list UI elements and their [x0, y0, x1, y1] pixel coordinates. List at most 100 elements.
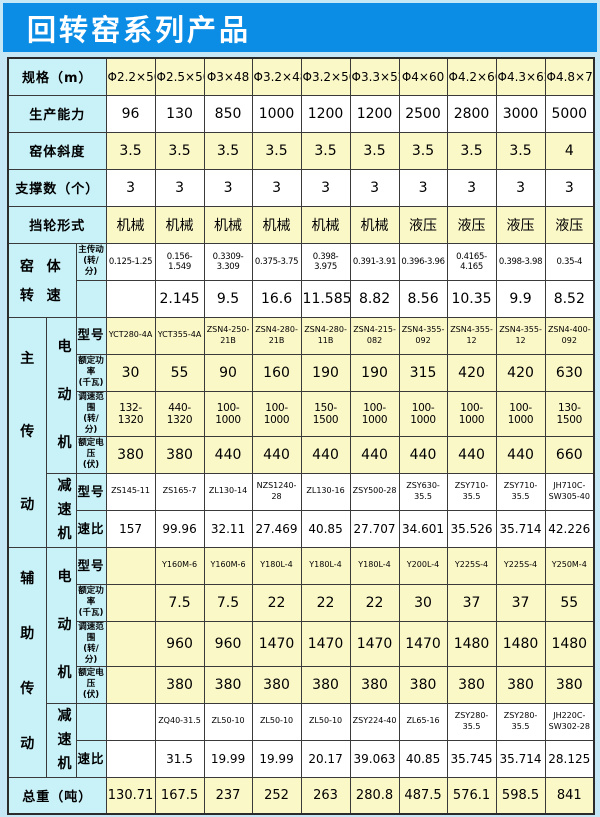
table-cell: Y200L-4	[398, 546, 448, 585]
table-cell	[105, 546, 156, 585]
table-cell: Φ3.2×48	[251, 57, 302, 96]
table-cell: 960	[154, 620, 205, 667]
table-cell: 280.8	[349, 776, 400, 815]
table-cell: 27.707	[349, 509, 400, 548]
table-cell: Φ3×48	[203, 57, 253, 96]
table-cell: 487.5	[398, 776, 448, 815]
table-cell: 2.145	[154, 279, 205, 318]
table-cell: 42.226	[544, 509, 595, 548]
table-cell: 27.469	[251, 509, 302, 548]
table-cell: 3	[349, 168, 400, 207]
table-cell: 0.3309-3.309	[203, 242, 253, 281]
table-cell: 34.601	[398, 509, 448, 548]
row-spec: 规格（m） Φ2.2×50Φ2.5×50Φ3×48Φ3.2×48Φ3.2×50Φ…	[7, 57, 595, 96]
table-cell: 1470	[300, 620, 351, 667]
product-spec-table: 规格（m） Φ2.2×50Φ2.5×50Φ3×48Φ3.2×48Φ3.2×50Φ…	[7, 57, 596, 816]
table-cell	[105, 279, 156, 318]
table-cell: 263	[300, 776, 351, 815]
table-cell: 100-1000	[251, 390, 302, 437]
table-cell: 100-1000	[495, 390, 546, 437]
table-cell: 130.71	[105, 776, 156, 815]
table-cell: ZSY224-40	[349, 702, 400, 741]
table-cell: 440	[495, 435, 546, 474]
row-aux-reducer-model: 减速机 ZQ40-31.5 ZL50-10 ZL50-10 ZL50-10 ZSY224…	[8, 702, 595, 778]
table-cell: 380	[349, 665, 400, 704]
table-cell: 841	[544, 776, 595, 815]
table-cell: ZQ40-31.5	[154, 702, 205, 741]
sublabel-model: 型号	[75, 472, 107, 511]
table-cell: 1000	[251, 94, 302, 133]
table-cell: 3.5	[154, 131, 205, 170]
table-cell: 30	[398, 583, 448, 622]
table-cell: Y225S-4	[446, 546, 497, 585]
table-cell: ZSN4-355-092	[398, 316, 448, 355]
component-label-motor: 电动机	[45, 546, 77, 704]
table-cell: 380	[203, 665, 253, 704]
table-cell: 0.4165-4.165	[446, 242, 497, 281]
table-cell: ZSN4-355-12	[495, 316, 546, 355]
table-cell: 3	[300, 168, 351, 207]
table-cell: 37	[446, 583, 497, 622]
table-cell: 22	[251, 583, 302, 622]
sublabel-ratio: 速比	[75, 739, 107, 778]
table-cell: 157	[105, 509, 156, 548]
table-cell: 3.5	[203, 131, 253, 170]
table-cell: 2500	[398, 94, 448, 133]
table-cell: JH220C-SW302-28	[544, 702, 595, 741]
row-main-reducer-model: 减速机 型号 ZS145-11 ZS165-7 ZL130-14 NZS1240-28…	[8, 472, 595, 548]
table-cell: 55	[154, 353, 205, 392]
row-main-motor-voltage: 额定电压 (伏) 380 380 440 440 440 440 440 440 440 660	[8, 435, 595, 474]
row-label-capacity: 生产能力	[7, 94, 107, 133]
kiln-body-label: 窑 体	[19, 258, 65, 275]
table-cell: 37	[495, 583, 546, 622]
table-cell: ZL65-16	[398, 702, 448, 741]
table-cell: 100-1000	[446, 390, 497, 437]
table-cell: 10.35	[446, 279, 497, 318]
table-cell: ZSY280-35.5	[446, 702, 497, 741]
table-cell: 3	[154, 168, 205, 207]
row-aux-reducer-ratio: 速比 31.5 19.99 19.99 20.17 39.063 40.85 35.745 3…	[8, 739, 595, 778]
row-kiln-speed-single: 2.145 9.5 16.6 11.585 8.82 8.56 10.35 9.9 8.52	[8, 279, 595, 318]
table-cell: 380	[398, 665, 448, 704]
table-cell: 420	[446, 353, 497, 392]
table-cell: 440	[203, 435, 253, 474]
table-cell: 380	[154, 435, 205, 474]
section-label-aux-drive: 辅助传动	[7, 546, 47, 778]
table-cell: 3	[398, 168, 448, 207]
table-cell: 96	[105, 94, 156, 133]
table-cell	[105, 739, 156, 778]
row-main-reducer-ratio: 速比 157 99.96 32.11 27.469 40.85 27.707 34.601 3…	[8, 509, 595, 548]
table-cell: 0.398-3.975	[300, 242, 351, 281]
table-cell: ZL50-10	[300, 702, 351, 741]
table-cell: ZL50-10	[203, 702, 253, 741]
table-cell: 380	[300, 665, 351, 704]
table-cell: 380	[154, 665, 205, 704]
table-cell: ZSN4-355-12	[446, 316, 497, 355]
row-main-motor-speed-range: 调速范围 (转/分) 132-1320 440-1320 100-1000 100-1…	[8, 390, 595, 437]
table-cell: Φ4.2×60	[446, 57, 497, 96]
table-cell: 3.5	[349, 131, 400, 170]
table-cell: 0.35-4	[544, 242, 595, 281]
table-cell: Φ3.3×52	[349, 57, 400, 96]
table-cell: ZSY500-28	[349, 472, 400, 511]
table-cell: 液压	[398, 205, 448, 244]
table-cell: Y160M-6	[203, 546, 253, 585]
row-label-spec: 规格（m）	[7, 57, 107, 96]
table-cell: 22	[349, 583, 400, 622]
table-cell: 440	[251, 435, 302, 474]
table-cell: Φ2.5×50	[154, 57, 205, 96]
table-cell: 液压	[446, 205, 497, 244]
table-cell: 130	[154, 94, 205, 133]
table-cell: 850	[203, 94, 253, 133]
table-cell: 315	[398, 353, 448, 392]
table-cell: ZSY710-35.5	[495, 472, 546, 511]
table-cell: NZS1240-28	[251, 472, 302, 511]
title-banner: 回转窑系列产品	[3, 3, 597, 52]
table-cell: 3.5	[251, 131, 302, 170]
table-cell: 380	[544, 665, 595, 704]
table-cell: 8.82	[349, 279, 400, 318]
table-cell: 130-1500	[544, 390, 595, 437]
table-cell: 3.5	[495, 131, 546, 170]
